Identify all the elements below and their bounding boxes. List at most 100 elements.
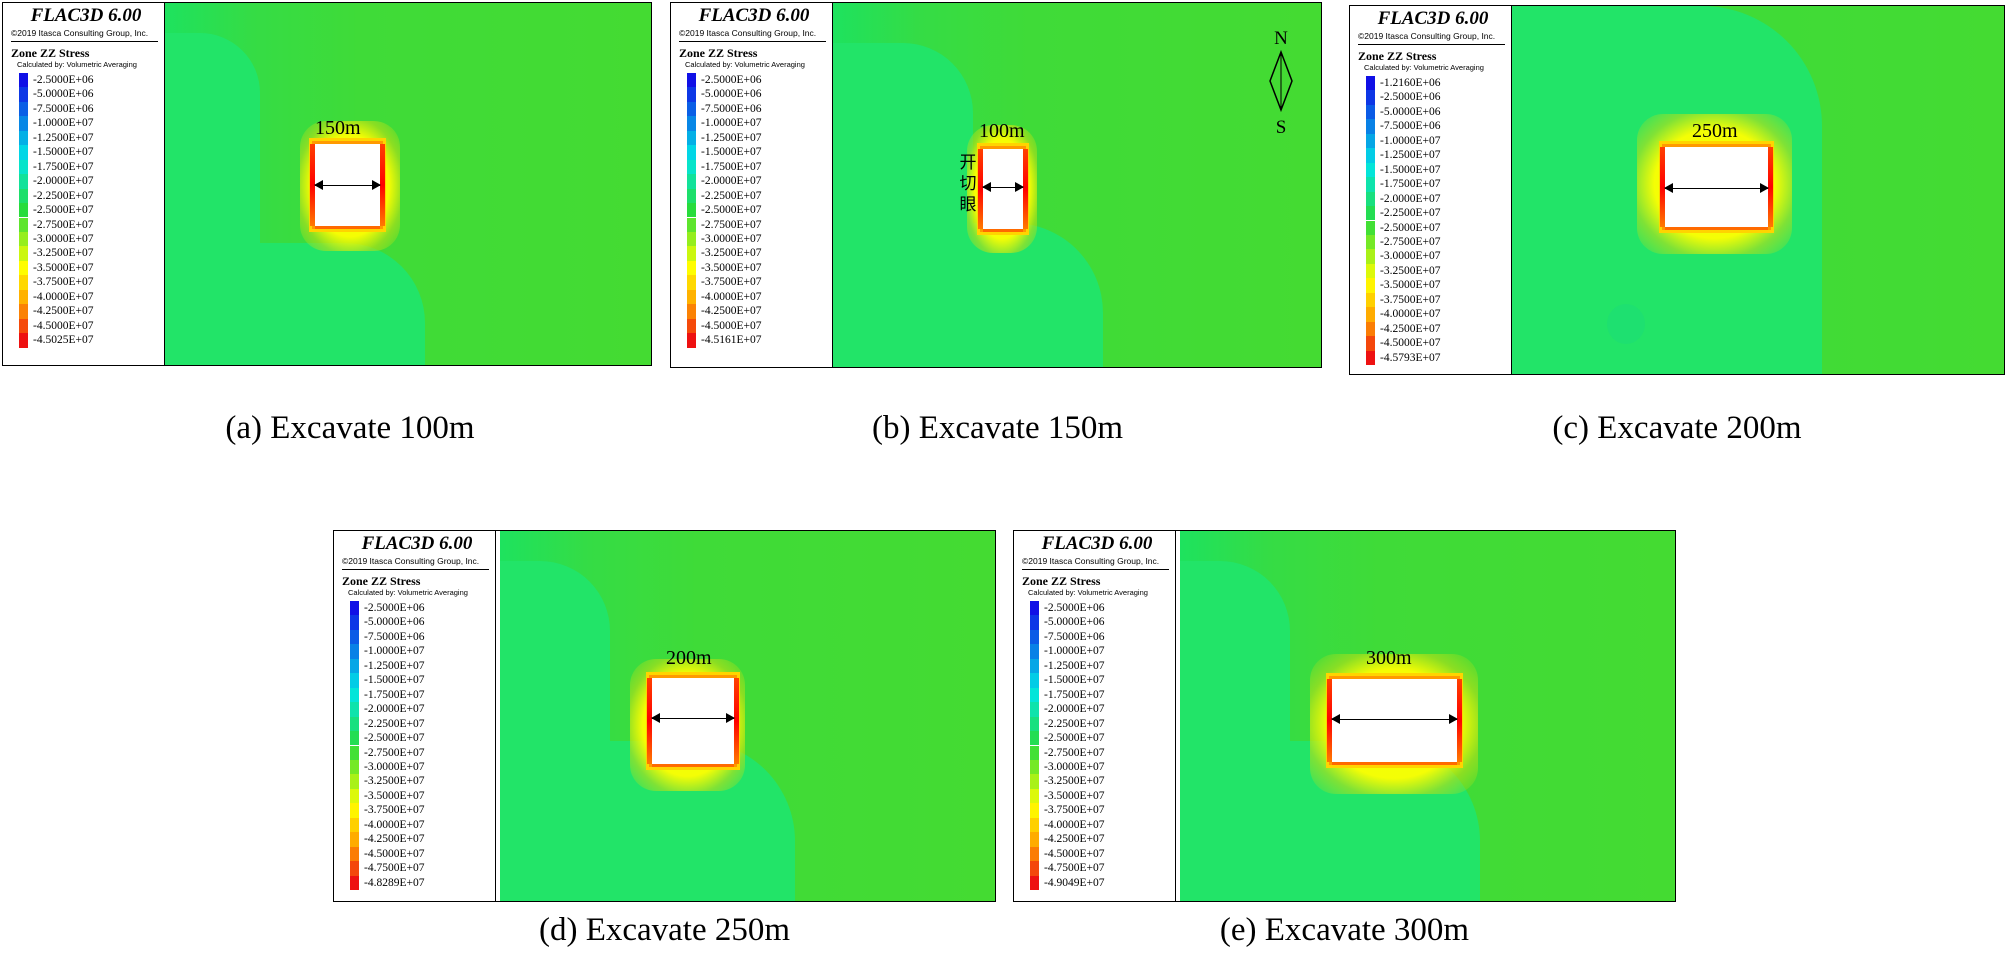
legend-value: -4.2500E+07 [33, 305, 94, 318]
legend-swatch [1366, 162, 1375, 178]
legend-row: -1.5000E+07 [1030, 673, 1170, 688]
legend-row: -4.2500E+07 [1030, 832, 1170, 847]
legend-value: -2.5000E+07 [701, 204, 762, 217]
legend-swatch [687, 260, 696, 276]
legend-copyright: ©2019 Itasca Consulting Group, Inc. [11, 28, 149, 38]
legend-divider [342, 569, 489, 570]
legend-value: -2.2500E+07 [1044, 717, 1105, 730]
legend-calc-method: Calculated by: Volumetric Averaging [1028, 588, 1148, 597]
legend-value: -5.0000E+06 [33, 88, 94, 101]
legend-swatch [687, 231, 696, 247]
legend-value: -4.5161E+07 [701, 334, 762, 347]
legend-swatch [1366, 292, 1375, 308]
legend-swatch [19, 116, 28, 131]
legend-row: -3.7500E+07 [19, 275, 159, 290]
dimension-arrow [651, 713, 735, 723]
legend-row: -5.0000E+06 [687, 87, 827, 102]
legend-swatch [19, 260, 28, 276]
legend-row: -2.5000E+06 [687, 73, 827, 88]
legend-swatch [19, 289, 28, 305]
legend-swatch [1366, 90, 1375, 105]
dimension-arrow [1664, 183, 1769, 193]
legend-row: -2.0000E+07 [687, 174, 827, 189]
legend-value: -3.5000E+07 [1044, 789, 1105, 802]
open-cut-label: 开 切 眼 [958, 153, 978, 216]
legend-row: -1.2500E+07 [350, 658, 490, 674]
legend-brand: FLAC3D 6.00 [30, 5, 142, 26]
legend-row: -2.7500E+07 [1030, 745, 1170, 760]
dimension-arrow [1331, 714, 1458, 724]
legend-swatch [1366, 263, 1375, 279]
legend-swatch [350, 731, 359, 746]
legend-row: -5.0000E+06 [19, 87, 159, 102]
legend-row: -1.2500E+07 [1030, 658, 1170, 674]
legend-value: -2.7500E+07 [1380, 235, 1441, 248]
legend-value: -2.5000E+06 [33, 74, 94, 86]
legend-swatch [1030, 687, 1039, 703]
legend-value: -2.0000E+07 [1044, 703, 1105, 716]
legend-value: -4.0000E+07 [1380, 308, 1441, 321]
legend-value: -3.2500E+07 [701, 247, 762, 260]
legend-swatch [1366, 249, 1375, 264]
legend-swatch [350, 788, 359, 804]
legend-row: -2.2500E+07 [19, 188, 159, 204]
legend-value: -1.5000E+07 [1044, 674, 1105, 687]
legend-row: -2.0000E+07 [19, 174, 159, 189]
legend-swatch [19, 318, 28, 334]
legend-divider [679, 41, 826, 42]
legend-swatch [1030, 745, 1039, 760]
legend: FLAC3D 6.00 ©2019 Itasca Consulting Grou… [1014, 531, 1176, 901]
legend-swatch [1366, 206, 1375, 221]
legend-row: -1.2160E+06 [1366, 76, 1506, 91]
legend-value: -1.0000E+07 [364, 645, 425, 658]
legend-value: -3.0000E+07 [1044, 760, 1105, 773]
legend-value: -7.5000E+06 [1380, 120, 1441, 133]
legend-row: -1.2500E+07 [687, 130, 827, 146]
legend-swatch [687, 289, 696, 305]
legend-value: -1.0000E+07 [33, 117, 94, 130]
legend-row: -1.5000E+07 [1366, 162, 1506, 178]
compass-south: S [1275, 117, 1287, 138]
legend-row: -4.5000E+07 [19, 318, 159, 334]
legend-row: -7.5000E+06 [1366, 119, 1506, 134]
legend-swatch [687, 188, 696, 204]
legend-row: -3.7500E+07 [1030, 803, 1170, 818]
legend-swatch [1030, 817, 1039, 833]
legend-swatch [19, 174, 28, 189]
legend-divider [11, 41, 158, 42]
legend: FLAC3D 6.00 ©2019 Itasca Consulting Grou… [334, 531, 496, 901]
legend-value: -5.0000E+06 [364, 616, 425, 629]
legend-swatch [1030, 774, 1039, 789]
legend-swatch [1030, 658, 1039, 674]
legend-swatch [1030, 875, 1039, 890]
label-char: 眼 [959, 195, 977, 215]
legend-row: -3.0000E+07 [1366, 249, 1506, 264]
legend-divider [1022, 569, 1169, 570]
legend-row: -4.2500E+07 [19, 304, 159, 319]
legend-value: -4.7500E+07 [1044, 862, 1105, 875]
legend-swatch [687, 203, 696, 218]
legend-row: -7.5000E+06 [350, 629, 490, 645]
legend-brand: FLAC3D 6.00 [698, 5, 810, 26]
legend-row: -4.8289E+07 [350, 875, 490, 890]
legend-value: -2.2500E+07 [701, 189, 762, 202]
legend-swatch [687, 217, 696, 232]
legend-swatch [1030, 861, 1039, 876]
legend-swatch [19, 101, 28, 117]
legend-value: -2.2500E+07 [364, 717, 425, 730]
legend-swatch [350, 702, 359, 717]
legend-row: -3.0000E+07 [1030, 759, 1170, 775]
legend-value: -2.5000E+07 [1380, 221, 1441, 234]
legend-row: -2.0000E+07 [350, 702, 490, 717]
legend-swatch [19, 203, 28, 218]
legend-value: -4.2500E+07 [364, 833, 425, 846]
stress-contour-plot: 300m [1180, 531, 1675, 901]
legend-value: -4.5793E+07 [1380, 351, 1441, 364]
legend-row: -2.5000E+07 [1030, 731, 1170, 746]
legend-value: -5.0000E+06 [701, 88, 762, 101]
legend-value: -1.2500E+07 [364, 659, 425, 672]
legend-row: -2.2500E+07 [1030, 716, 1170, 732]
legend-value: -7.5000E+06 [1044, 630, 1105, 643]
legend-row: -4.5025E+07 [19, 333, 159, 348]
legend-value: -1.5000E+07 [33, 146, 94, 159]
